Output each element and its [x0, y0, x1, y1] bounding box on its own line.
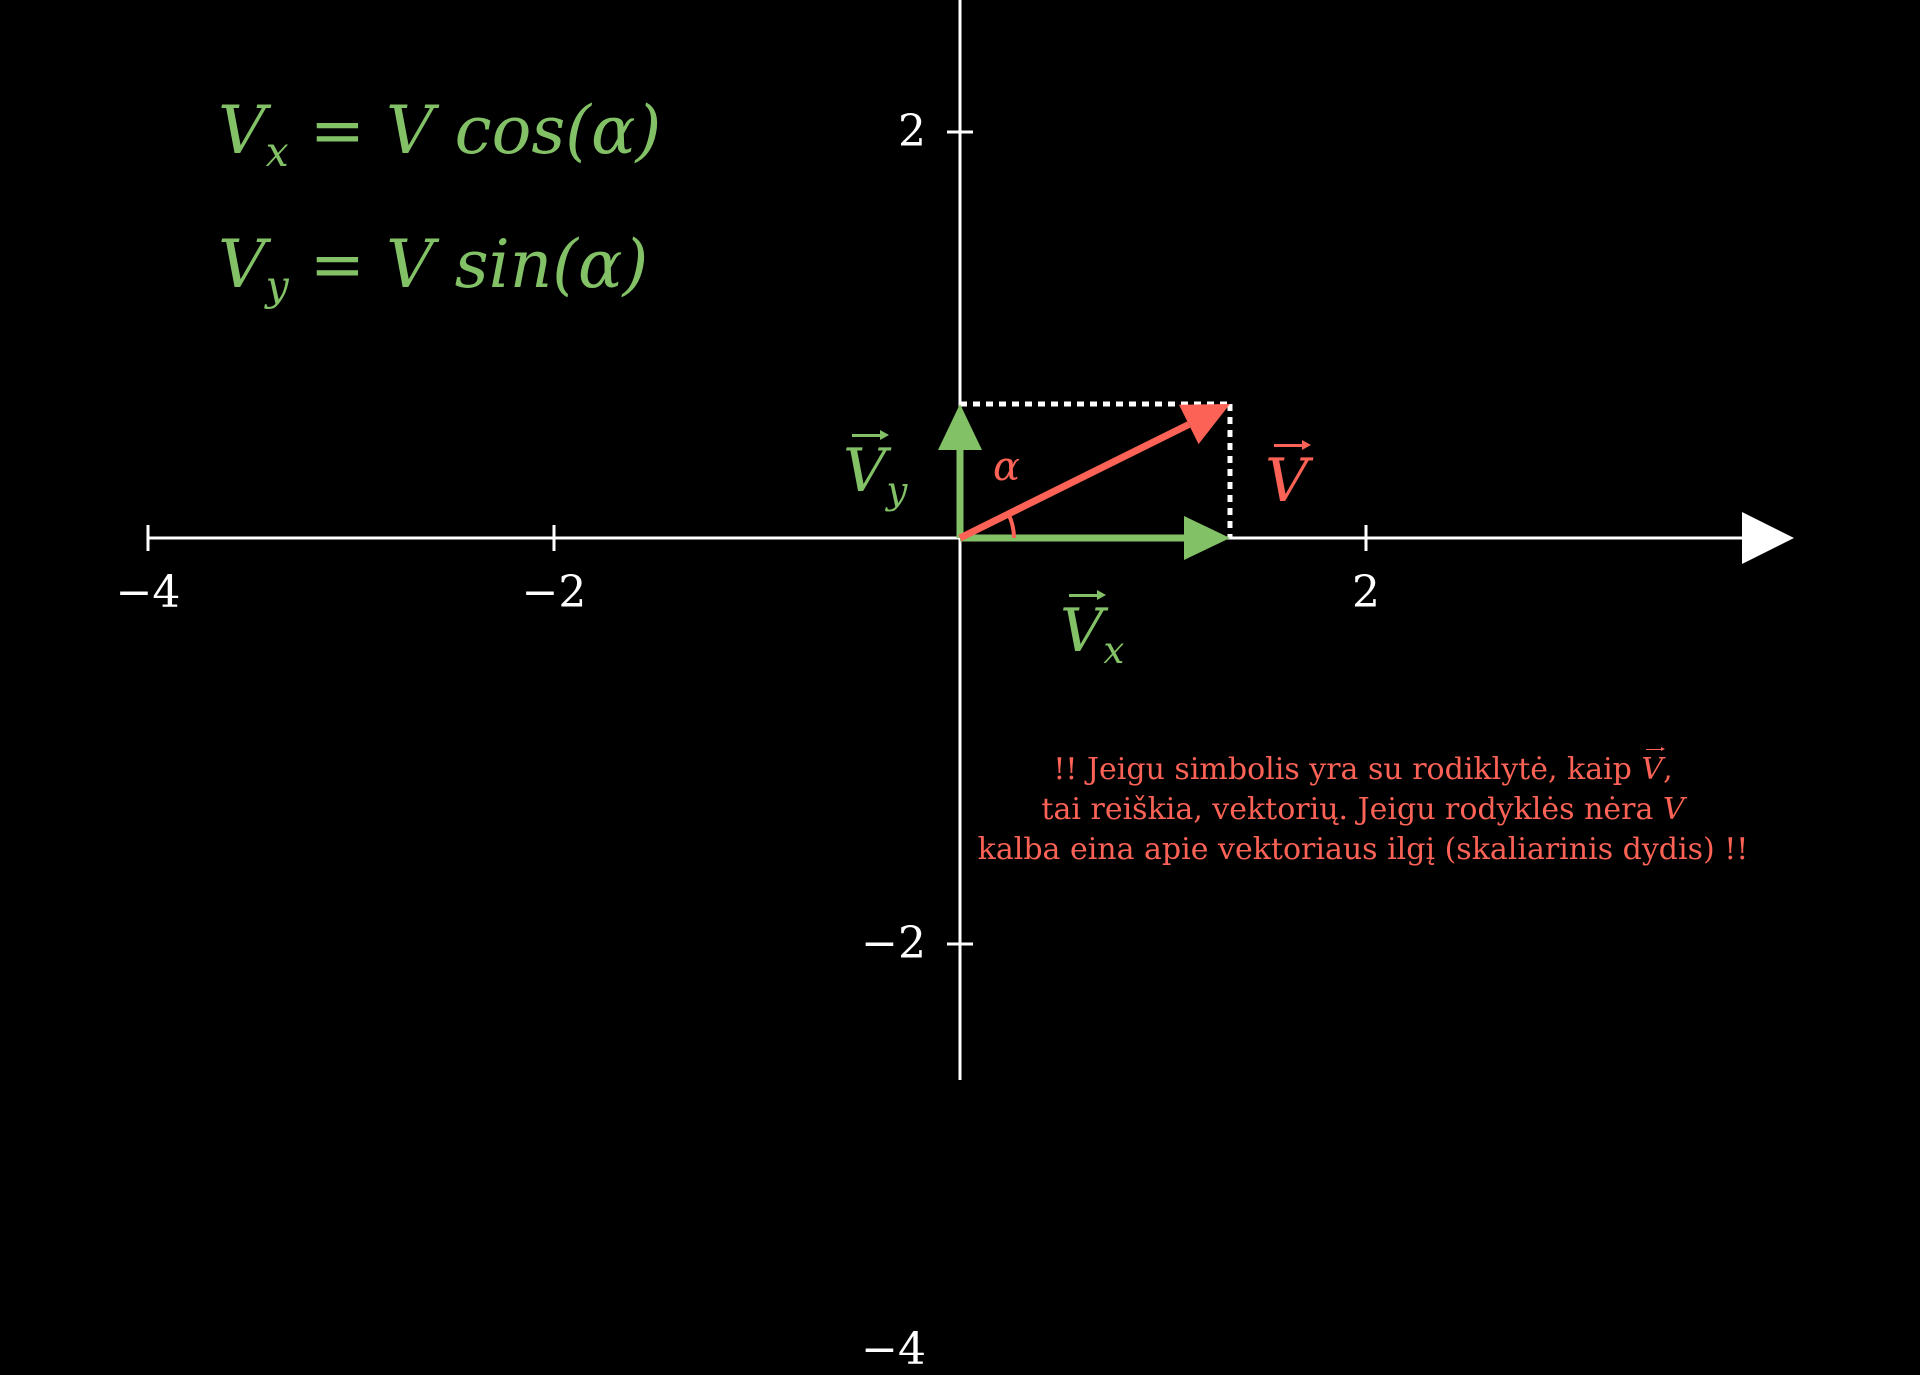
angle-alpha-arc — [1006, 513, 1016, 539]
note-line-2: tai reiškia, vektorių. Jeigu rodyklės nė… — [1041, 792, 1685, 827]
x-tick-label: 2 — [1352, 567, 1380, 618]
vector-vy-arrowhead — [938, 404, 982, 451]
angle-alpha-label: α — [993, 444, 1021, 490]
x-tick-label: −4 — [115, 567, 181, 618]
formula-vy: Vy = V sin(α) — [218, 226, 649, 311]
x-axis-arrowhead — [1742, 512, 1794, 564]
vector-v-arrowhead — [1179, 404, 1230, 445]
y-tick-label: −4 — [861, 1324, 926, 1375]
projection-guides — [960, 401, 1233, 538]
y-tick-label: 2 — [898, 106, 926, 157]
formula-vx: Vx = V cos(α) — [218, 92, 662, 177]
y-tick-label: −2 — [861, 918, 926, 969]
note-line-1: !! Jeigu simbolis yra su rodiklytė, kaip… — [948, 747, 1778, 790]
coordinate-plane — [146, 0, 1794, 1080]
axes — [146, 0, 1794, 1080]
vectors — [938, 404, 1230, 560]
vector-v-shaft — [958, 421, 1191, 542]
note-line-3: kalba eina apie vektoriaus ilgį (skaliar… — [977, 832, 1749, 867]
vector-vx-arrowhead — [1183, 516, 1230, 560]
vector-v-label: V — [1265, 440, 1312, 516]
note-text: !! Jeigu simbolis yra su rodiklytė, kaip… — [948, 747, 1778, 870]
x-tick-label: −2 — [521, 567, 587, 618]
